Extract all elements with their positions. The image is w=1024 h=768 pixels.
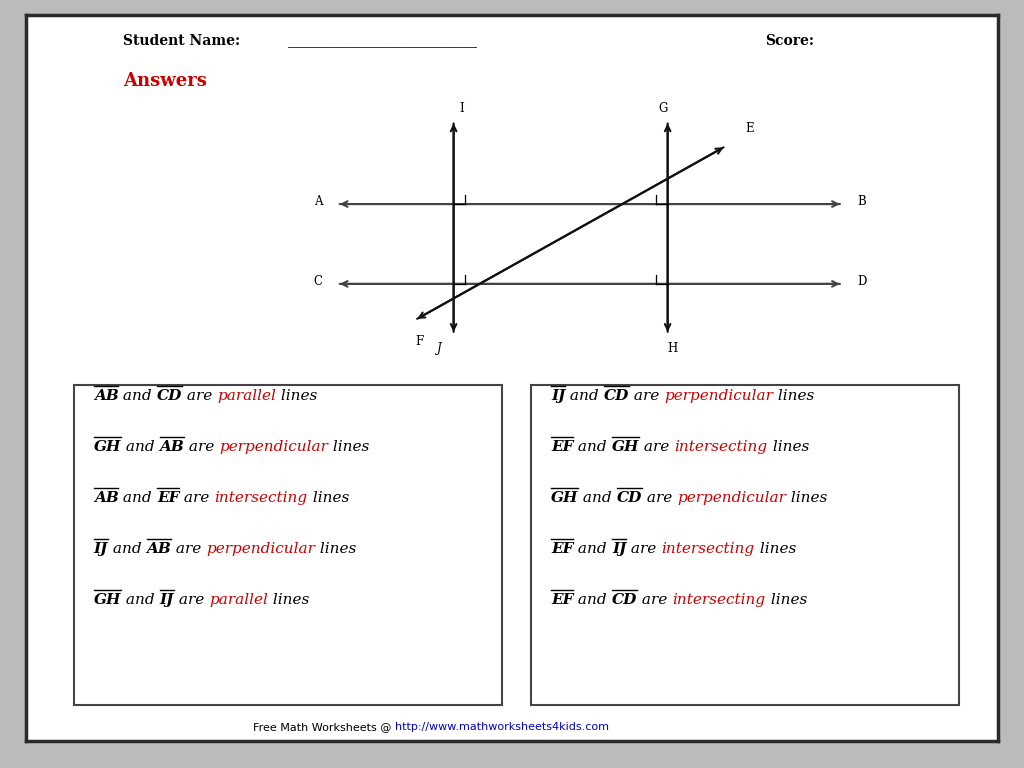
Text: intersecting: intersecting (673, 593, 766, 607)
Text: CD: CD (612, 593, 637, 607)
Text: lines: lines (268, 593, 309, 607)
Text: AB: AB (94, 389, 119, 403)
Text: GH: GH (94, 593, 121, 607)
Text: are: are (182, 389, 217, 403)
Text: perpendicular: perpendicular (677, 491, 786, 505)
Text: Student Name:: Student Name: (123, 34, 240, 48)
Text: perpendicular: perpendicular (665, 389, 773, 403)
Text: lines: lines (755, 541, 796, 556)
Text: Free Math Worksheets @: Free Math Worksheets @ (253, 722, 395, 732)
Text: intersecting: intersecting (662, 541, 755, 556)
Text: C: C (313, 275, 323, 288)
Text: AB: AB (94, 491, 119, 505)
Bar (75, 386, 502, 705)
Text: parallel: parallel (209, 593, 268, 607)
Text: GH: GH (551, 491, 579, 505)
Text: and: and (573, 541, 612, 556)
Text: CD: CD (616, 491, 642, 505)
Text: are: are (637, 593, 673, 607)
Text: are: are (179, 491, 215, 505)
Text: lines: lines (773, 389, 814, 403)
Text: IJ: IJ (160, 593, 174, 607)
Text: and: and (121, 593, 160, 607)
Text: ___________________________: ___________________________ (289, 34, 477, 48)
Text: CD: CD (604, 389, 629, 403)
Text: CD: CD (157, 389, 182, 403)
Text: and: and (573, 440, 612, 454)
Text: AB: AB (160, 440, 184, 454)
Text: and: and (121, 440, 160, 454)
Text: D: D (857, 275, 866, 288)
Text: Score:: Score: (765, 34, 814, 48)
Text: and: and (119, 389, 157, 403)
Text: are: are (174, 593, 209, 607)
Text: lines: lines (276, 389, 317, 403)
Text: and: and (119, 491, 157, 505)
Text: lines: lines (315, 541, 356, 556)
Text: lines: lines (768, 440, 809, 454)
Text: A: A (313, 195, 323, 208)
Text: AB: AB (146, 541, 171, 556)
Text: GH: GH (94, 440, 121, 454)
Text: and: and (579, 491, 616, 505)
Text: E: E (745, 122, 754, 135)
Text: EF: EF (551, 541, 573, 556)
Text: I: I (459, 102, 464, 114)
Text: EF: EF (551, 440, 573, 454)
Text: perpendicular: perpendicular (219, 440, 329, 454)
Text: IJ: IJ (551, 389, 565, 403)
Text: EF: EF (551, 593, 573, 607)
Text: EF: EF (157, 491, 179, 505)
Text: lines: lines (786, 491, 827, 505)
Text: http://www.mathworksheets4kids.com: http://www.mathworksheets4kids.com (395, 722, 609, 732)
Text: Answers: Answers (123, 71, 207, 90)
Text: lines: lines (766, 593, 807, 607)
Text: and: and (565, 389, 604, 403)
Text: and: and (573, 593, 612, 607)
Text: G: G (658, 102, 668, 114)
Bar (531, 386, 959, 705)
Text: and: and (109, 541, 146, 556)
Text: lines: lines (329, 440, 370, 454)
Text: intersecting: intersecting (675, 440, 768, 454)
Text: F: F (416, 335, 424, 348)
Text: IJ: IJ (94, 541, 109, 556)
Text: are: are (639, 440, 675, 454)
Text: J: J (436, 342, 441, 355)
Text: B: B (857, 195, 866, 208)
Text: IJ: IJ (612, 541, 627, 556)
Text: GH: GH (612, 440, 639, 454)
Text: are: are (627, 541, 662, 556)
Text: intersecting: intersecting (215, 491, 307, 505)
Text: lines: lines (307, 491, 349, 505)
Text: H: H (668, 342, 678, 355)
Text: are: are (642, 491, 677, 505)
Text: are: are (629, 389, 665, 403)
Text: are: are (171, 541, 207, 556)
Text: parallel: parallel (217, 389, 276, 403)
Text: are: are (184, 440, 219, 454)
Text: perpendicular: perpendicular (207, 541, 315, 556)
